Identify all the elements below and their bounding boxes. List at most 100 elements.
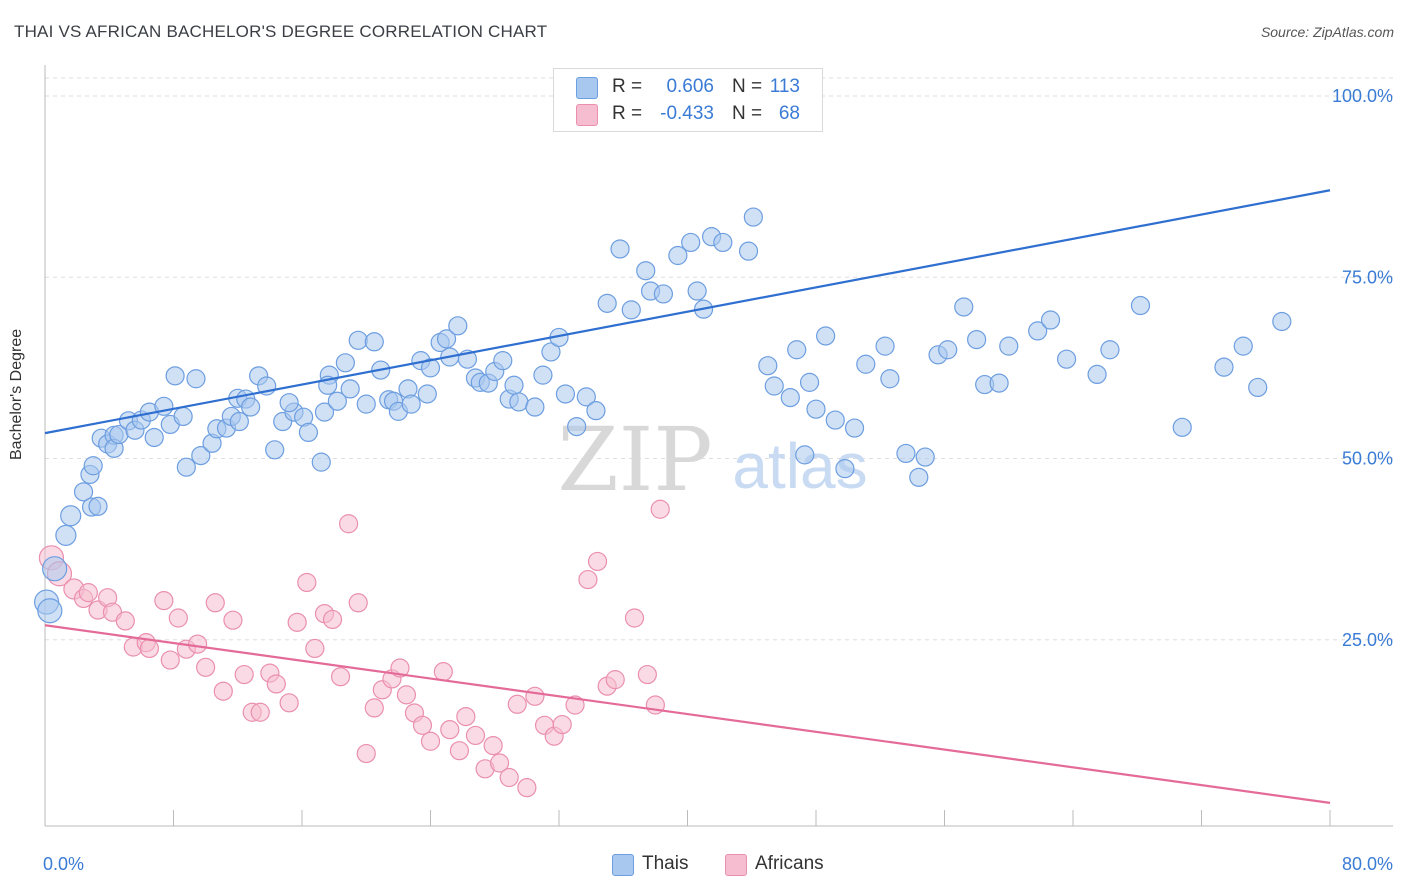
thais-point — [764, 376, 784, 396]
thais-point — [1100, 340, 1120, 360]
thais-point — [555, 384, 576, 404]
thais-point — [176, 457, 196, 477]
africans-point — [552, 714, 572, 735]
thais-point — [687, 281, 707, 301]
thais-point — [653, 284, 674, 304]
africans-point — [396, 685, 417, 705]
thais-point — [806, 399, 826, 419]
thais-point — [356, 394, 376, 414]
thais-point — [938, 340, 958, 360]
africans-point — [390, 658, 410, 678]
africans-point — [364, 698, 384, 718]
thais-point — [787, 340, 807, 360]
thais-point — [42, 556, 68, 582]
africans-point — [250, 702, 270, 722]
thais-point — [758, 356, 778, 376]
thais-point — [795, 445, 815, 465]
thais-point — [967, 330, 987, 350]
thais-point — [298, 422, 319, 442]
thais-point — [856, 354, 876, 374]
africans-swatch — [725, 854, 747, 876]
thais-point — [597, 293, 617, 313]
thais-point — [636, 261, 656, 281]
africans-point — [279, 693, 299, 713]
africans-point — [637, 664, 657, 685]
thais-point — [1214, 357, 1234, 377]
legend-row-thais: R = 0.606 N = 113 — [554, 74, 822, 100]
thais-point — [173, 406, 193, 427]
thais-point — [738, 241, 759, 261]
africans-point — [507, 694, 527, 714]
africans-point — [168, 608, 188, 628]
thais-point — [420, 358, 441, 378]
thais-point — [191, 446, 211, 466]
thais-point — [448, 316, 468, 336]
thais-points — [34, 207, 1292, 624]
africans-point — [605, 670, 625, 690]
thais-point — [541, 342, 561, 362]
africans-point — [650, 499, 670, 519]
thais-point — [844, 418, 865, 438]
africans-point — [465, 725, 486, 746]
tick-labels: 25.0% 50.0% 75.0% 100.0% 0.0% 80.0% — [43, 86, 1393, 874]
africans-point — [483, 735, 503, 756]
r-label: R = — [612, 76, 643, 97]
africans-point — [154, 590, 174, 611]
legend-label: Africans — [755, 853, 824, 874]
axes — [44, 65, 1393, 827]
n-value: 68 — [778, 103, 800, 124]
thais-point — [1172, 417, 1192, 437]
r-label: R = — [612, 103, 643, 124]
africans-point — [578, 569, 598, 590]
thais-point — [668, 245, 688, 266]
thais-point — [576, 387, 596, 407]
thais-point — [954, 297, 974, 317]
watermark: ZIP atlas — [557, 408, 867, 511]
thais-point — [586, 401, 606, 421]
legend-row-africans: R = -0.433 N = 68 — [554, 101, 822, 127]
r-value: -0.433 — [660, 103, 714, 124]
n-value: 113 — [769, 76, 800, 97]
africans-point — [412, 715, 433, 735]
thais-point — [533, 365, 553, 385]
thais-point — [364, 332, 384, 352]
thais-point — [436, 329, 457, 349]
africans-point — [356, 743, 376, 764]
thais-point — [417, 384, 437, 404]
thais-point — [880, 369, 900, 389]
thais-point — [37, 598, 63, 624]
africans-point — [338, 514, 359, 534]
thais-point — [401, 394, 421, 414]
thais-trend-line — [44, 189, 1331, 435]
n-label: N = — [732, 76, 763, 97]
africans-swatch — [576, 104, 598, 126]
africans-point — [525, 686, 545, 706]
africans-point — [287, 612, 307, 632]
thais-swatch — [612, 854, 634, 876]
y-tick-label: 100.0% — [1332, 86, 1393, 106]
thais-point — [681, 232, 701, 253]
correlation-legend: R = 0.606 N = 113 R = -0.433 N = 68 — [553, 68, 823, 132]
y-tick-label: 50.0% — [1342, 449, 1393, 469]
thais-point — [144, 427, 164, 448]
thais-point — [621, 300, 641, 320]
africans-point — [624, 608, 645, 628]
trend-lines — [44, 189, 1331, 804]
thais-point — [610, 239, 630, 259]
africans-point — [297, 572, 317, 593]
africans-point — [499, 767, 519, 788]
africans-point — [223, 610, 243, 630]
africans-point — [587, 551, 608, 572]
thais-point — [509, 392, 529, 412]
thais-point — [875, 336, 895, 356]
thais-point — [816, 326, 836, 346]
africans-point — [420, 731, 441, 751]
africans-point — [517, 778, 537, 798]
source-label: Source: ZipAtlas.com — [1260, 24, 1394, 40]
grid — [45, 77, 1393, 641]
africans-point — [213, 681, 233, 701]
thais-point — [713, 232, 733, 253]
x-tick-label: 0.0% — [43, 854, 84, 874]
thais-point — [493, 351, 513, 371]
africans-trend-line — [44, 624, 1331, 804]
